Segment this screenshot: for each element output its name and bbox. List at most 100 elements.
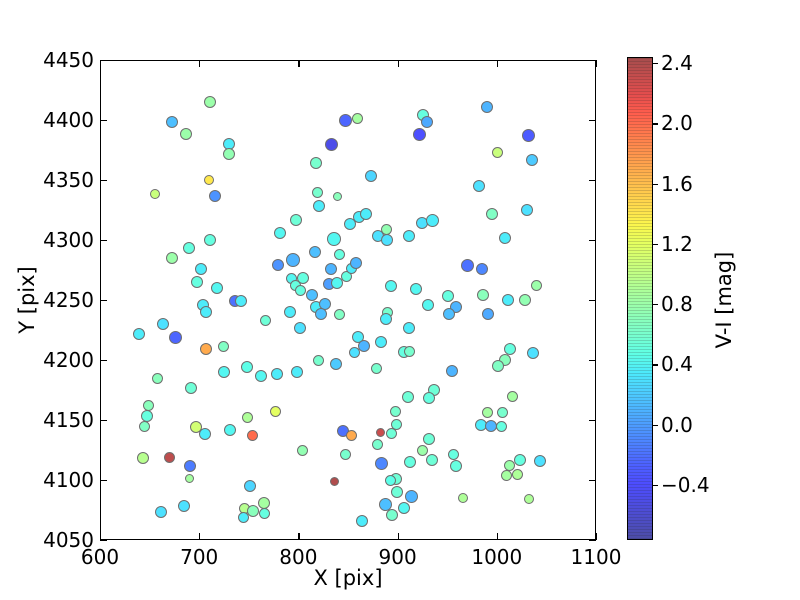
data-point: [254, 369, 267, 382]
data-point: [339, 449, 351, 461]
data-point: [294, 321, 307, 334]
colorbar-tick-label: 0.4: [661, 352, 693, 377]
data-point: [185, 381, 198, 394]
tick-mark: [100, 300, 107, 302]
y-tick-label: 4250: [43, 288, 94, 312]
tick-mark: [397, 60, 399, 67]
tick-mark: [100, 533, 102, 540]
data-point: [380, 234, 393, 246]
data-point: [166, 252, 179, 264]
data-point: [458, 493, 469, 503]
tick-mark: [100, 60, 107, 62]
data-point: [375, 456, 389, 470]
tick-mark: [298, 533, 300, 540]
data-point: [200, 343, 213, 356]
data-point: [331, 277, 344, 290]
tick-mark: [397, 533, 399, 540]
data-point: [312, 354, 324, 366]
data-point: [501, 294, 514, 306]
data-point: [425, 214, 439, 228]
data-point: [352, 113, 364, 125]
x-tick-label: 700: [180, 545, 219, 569]
data-point: [136, 452, 149, 465]
data-point: [166, 116, 179, 129]
data-point: [209, 189, 222, 202]
colorbar-tick-mark: [653, 243, 658, 246]
tick-mark: [589, 360, 596, 362]
data-point: [525, 153, 538, 166]
x-tick-label: 800: [279, 545, 318, 569]
data-point: [475, 262, 488, 275]
data-point: [270, 368, 283, 381]
y-tick-label: 4300: [43, 228, 94, 252]
x-tick-label: 1100: [570, 545, 622, 569]
data-point: [507, 390, 519, 402]
data-point: [416, 444, 428, 456]
tick-mark: [100, 480, 107, 482]
data-point: [481, 308, 494, 321]
data-point: [329, 476, 339, 486]
tick-mark: [589, 120, 596, 122]
data-point: [149, 189, 160, 200]
data-point: [257, 496, 270, 509]
tick-mark: [100, 540, 107, 542]
data-point: [296, 444, 308, 456]
x-tick-label: 900: [378, 545, 417, 569]
data-point: [297, 272, 310, 285]
data-point: [498, 231, 511, 244]
data-point: [283, 306, 296, 318]
data-point: [349, 256, 362, 269]
data-point: [364, 170, 377, 183]
data-point: [180, 128, 193, 141]
tick-mark: [100, 360, 107, 362]
data-point: [381, 223, 393, 235]
data-point: [443, 308, 456, 321]
data-point: [184, 459, 197, 472]
data-point: [324, 137, 338, 151]
data-point: [238, 511, 250, 523]
tick-mark: [589, 60, 596, 62]
colorbar-tick-mark: [653, 424, 658, 426]
tick-mark: [199, 533, 201, 540]
data-point: [513, 453, 526, 466]
data-point: [423, 433, 436, 446]
data-point: [211, 282, 224, 294]
data-point: [379, 313, 392, 326]
data-point: [204, 175, 215, 185]
data-point: [503, 343, 516, 356]
data-point: [476, 289, 489, 302]
data-point: [184, 474, 194, 484]
data-point: [191, 276, 204, 288]
data-point: [204, 234, 217, 246]
colorbar-tick-label: 2.0: [661, 111, 693, 136]
data-point: [491, 360, 504, 372]
y-tick-label: 4350: [43, 168, 94, 192]
tick-mark: [100, 180, 107, 182]
data-point: [311, 186, 323, 198]
colorbar-tick-label: −0.4: [661, 472, 710, 497]
data-point: [497, 407, 509, 419]
tick-mark: [496, 533, 499, 540]
data-point: [132, 327, 145, 340]
data-point: [379, 497, 393, 511]
data-point: [372, 438, 384, 450]
data-point: [401, 391, 414, 404]
tick-mark: [589, 300, 596, 302]
data-point: [531, 280, 542, 292]
data-point: [520, 204, 533, 216]
data-point: [405, 490, 418, 504]
data-point: [247, 430, 259, 442]
data-point: [154, 506, 167, 519]
data-point: [390, 486, 403, 498]
data-point: [397, 501, 410, 514]
data-point: [152, 372, 163, 384]
data-point: [412, 127, 426, 141]
data-point: [271, 259, 284, 272]
colorbar: [627, 57, 653, 540]
data-point: [349, 347, 361, 359]
data-point: [446, 364, 459, 377]
data-point: [355, 514, 368, 527]
tick-mark: [100, 240, 107, 242]
tick-mark: [496, 60, 499, 67]
colorbar-tick-mark: [653, 123, 658, 125]
